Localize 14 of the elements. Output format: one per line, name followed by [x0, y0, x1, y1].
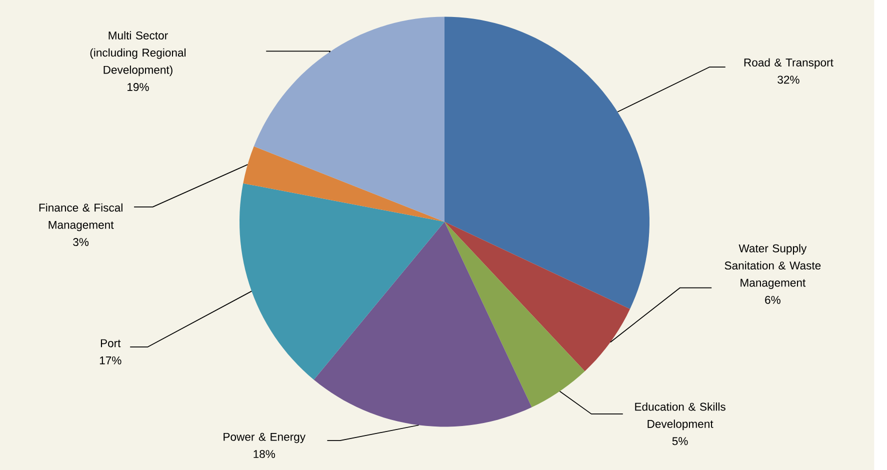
slice-label: Multi Sector (including Regional Development)	[90, 31, 186, 76]
data-label: 17%	[100, 356, 122, 364]
data-label: 32%	[778, 76, 800, 84]
data-label: 5%	[672, 437, 688, 446]
slice-label: Finance & Fiscal Management	[39, 203, 122, 232]
data-label: 18%	[254, 450, 276, 458]
slice-label: Power & Energy	[224, 432, 306, 444]
slice-label: Water Supply Sanitation & Waste Management	[724, 244, 821, 289]
data-label: 3%	[73, 238, 89, 246]
slice-label: Road & Transport	[744, 58, 834, 69]
data-label: 6%	[765, 296, 780, 304]
slice-label: Education & Skills Development	[635, 402, 726, 430]
data-label: 19%	[128, 82, 149, 91]
slice-label: Port	[100, 339, 121, 348]
